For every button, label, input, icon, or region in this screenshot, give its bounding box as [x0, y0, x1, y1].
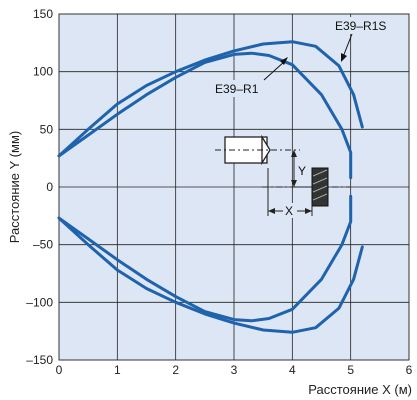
series-line-r1-upper — [57, 51, 353, 180]
x-tick-label: 5 — [347, 363, 354, 377]
series-label-bg-r1 — [212, 80, 262, 97]
x-tick-label: 2 — [172, 363, 179, 377]
y-axis-title: Расстояние Y (мм) — [7, 131, 22, 243]
series-label-bg-r1s — [333, 17, 395, 34]
series-line-r1s-upper — [57, 40, 364, 158]
x-tick-label: 1 — [114, 363, 121, 377]
y-tick-label: 150 — [33, 7, 53, 21]
x-tick-label: 6 — [406, 363, 413, 377]
y-tick-label: –150 — [26, 353, 53, 367]
series-label-r1: E39–R1 — [215, 82, 259, 96]
y-tick-label: 100 — [33, 65, 53, 79]
y-tick-labels: 150 100 50 0 –50 –100 –150 — [26, 7, 53, 367]
setup-diagram: Y X — [215, 134, 350, 218]
leader-line-r1s — [342, 33, 353, 58]
leader-arrow-r1s — [341, 53, 347, 62]
x-tick-label: 4 — [289, 363, 296, 377]
series-line-r1s-lower — [57, 216, 364, 334]
x-axis-title: Расстояние X (м) — [308, 382, 412, 397]
x-arrow-left — [268, 208, 275, 214]
series-label-r1s: E39–R1S — [335, 19, 386, 33]
reflector-hatch — [312, 169, 328, 201]
y-marker-label: Y — [298, 164, 306, 178]
x-arrow-right — [305, 208, 312, 214]
leader-line-r1 — [263, 60, 286, 81]
x-tick-labels: 0 1 2 3 4 5 6 — [56, 363, 413, 377]
leader-arrow-r1 — [280, 57, 288, 65]
series-line-r1-lower — [57, 194, 353, 323]
y-tick-label: –100 — [26, 295, 53, 309]
x-marker-label: X — [285, 204, 293, 218]
series-labels: E39–R1 E39–R1S — [212, 17, 395, 97]
y-tick-label: 0 — [46, 180, 53, 194]
y-tick-label: 50 — [40, 122, 54, 136]
y-arrow-bottom — [291, 180, 297, 187]
x-tick-label: 3 — [231, 363, 238, 377]
y-tick-label: –50 — [33, 238, 53, 252]
y-arrow-top — [291, 150, 297, 157]
x-label-bg — [283, 203, 297, 218]
x-tick-label: 0 — [56, 363, 63, 377]
series-curves — [57, 40, 364, 334]
